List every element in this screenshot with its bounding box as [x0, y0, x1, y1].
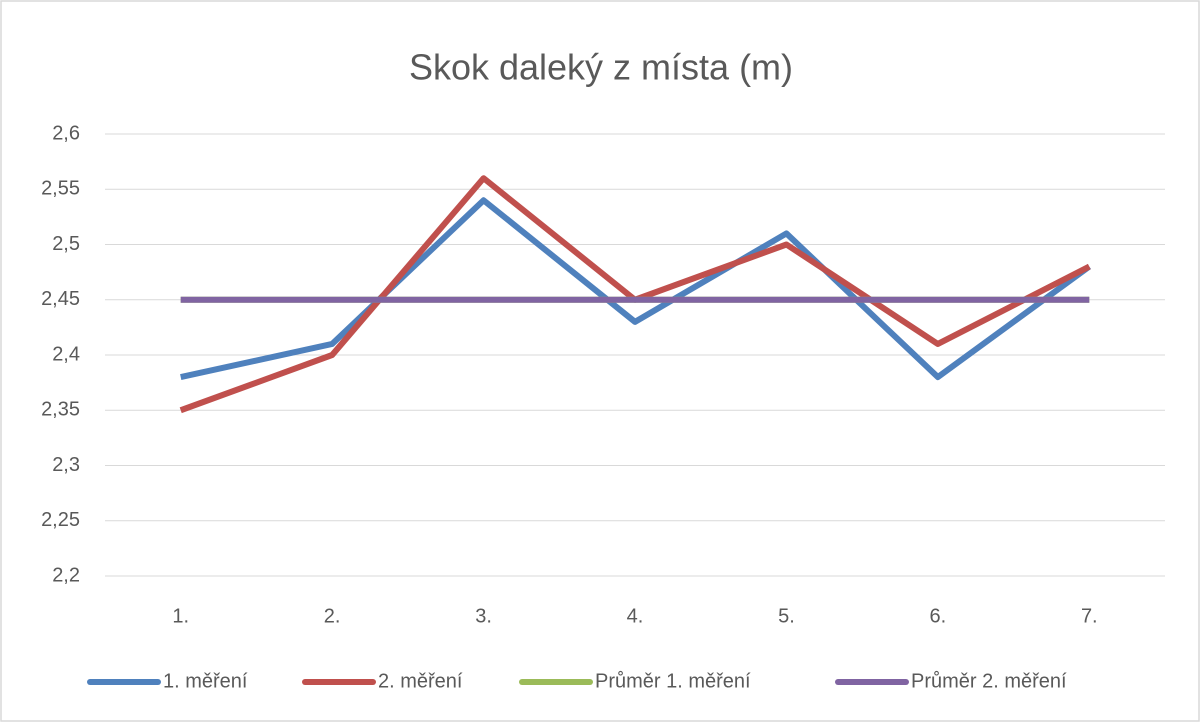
legend-label: 2. měření [378, 670, 463, 692]
chart-title: Skok daleký z místa (m) [409, 47, 793, 88]
y-tick-label: 2,4 [52, 343, 80, 365]
y-tick-label: 2,45 [41, 288, 80, 310]
legend-label: Průměr 1. měření [595, 670, 751, 692]
y-tick-label: 2,2 [52, 564, 80, 586]
y-tick-label: 2,5 [52, 233, 80, 255]
x-tick-label: 6. [930, 605, 947, 627]
y-tick-label: 2,35 [41, 399, 80, 421]
y-tick-label: 2,3 [52, 454, 80, 476]
x-tick-label: 7. [1081, 605, 1098, 627]
x-tick-label: 3. [475, 605, 492, 627]
y-tick-label: 2,25 [41, 509, 80, 531]
x-tick-label: 1. [172, 605, 189, 627]
x-tick-label: 2. [324, 605, 341, 627]
y-tick-label: 2,55 [41, 178, 80, 200]
x-tick-label: 4. [627, 605, 644, 627]
legend-label: Průměr 2. měření [911, 670, 1067, 692]
series-line [180, 197, 1092, 381]
y-tick-label: 2,6 [52, 122, 80, 144]
x-tick-label: 5. [778, 605, 795, 627]
legend-label: 1. měření [163, 670, 248, 692]
